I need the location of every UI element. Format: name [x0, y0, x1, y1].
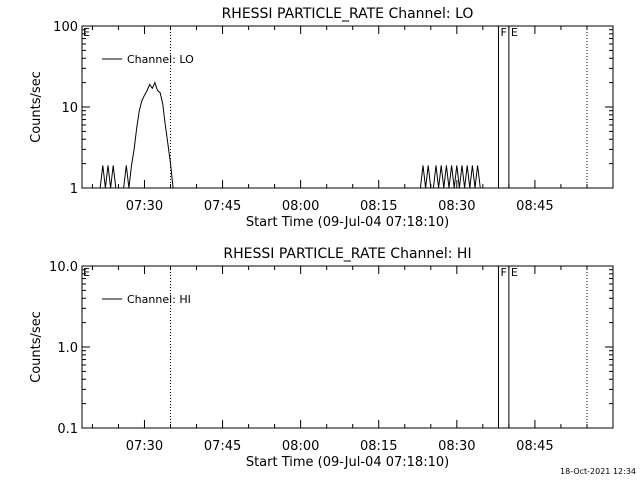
y-tick-label: 10: [61, 101, 78, 116]
y-tick-label: 100: [53, 20, 78, 35]
plot-frame: [81, 25, 614, 189]
x-tick-label: 08:30: [438, 199, 475, 214]
y-tick-label: 0.1: [57, 422, 78, 437]
marker-label: F: [500, 26, 506, 39]
marker-label: F: [500, 266, 506, 279]
x-tick-label: 07:30: [126, 199, 163, 214]
marker-label: E: [511, 26, 518, 39]
chart-panel-hi: RHESSI PARTICLE_RATE Channel: HI Start Ti…: [29, 246, 614, 470]
chart-panel-lo: RHESSI PARTICLE_RATE Channel: LO Start Ti…: [29, 6, 614, 230]
footer-timestamp: 18-Oct-2021 12:34: [560, 467, 636, 476]
marker-label: E: [511, 266, 518, 279]
x-tick-label: 07:30: [126, 439, 163, 454]
x-tick-label: 08:00: [282, 199, 319, 214]
y-tick-label: 1: [70, 182, 78, 197]
chart-title: RHESSI PARTICLE_RATE Channel: LO: [222, 6, 474, 22]
x-tick-label: 08:45: [516, 439, 553, 454]
y-axis-label: Counts/sec: [29, 71, 44, 143]
chart-title: RHESSI PARTICLE_RATE Channel: HI: [223, 246, 471, 262]
corner-label: E: [83, 26, 90, 39]
x-tick-label: 07:45: [204, 199, 241, 214]
series-line: [99, 81, 481, 189]
corner-label: E: [83, 266, 90, 279]
x-axis-label: Start Time (09-Jul-04 07:18:10): [246, 455, 449, 470]
x-tick-label: 08:00: [282, 439, 319, 454]
x-tick-label: 08:15: [360, 199, 397, 214]
x-tick-label: 08:30: [438, 439, 475, 454]
legend-label: Channel: HI: [127, 293, 191, 306]
legend-label: Channel: LO: [127, 53, 194, 66]
y-tick-label: 10.0: [49, 260, 78, 275]
x-tick-label: 08:15: [360, 439, 397, 454]
plot-frame: [81, 265, 614, 429]
x-tick-label: 07:45: [204, 439, 241, 454]
y-axis-label: Counts/sec: [29, 311, 44, 383]
y-tick-label: 1.0: [57, 341, 78, 356]
x-tick-label: 08:45: [516, 199, 553, 214]
x-axis-label: Start Time (09-Jul-04 07:18:10): [246, 215, 449, 230]
